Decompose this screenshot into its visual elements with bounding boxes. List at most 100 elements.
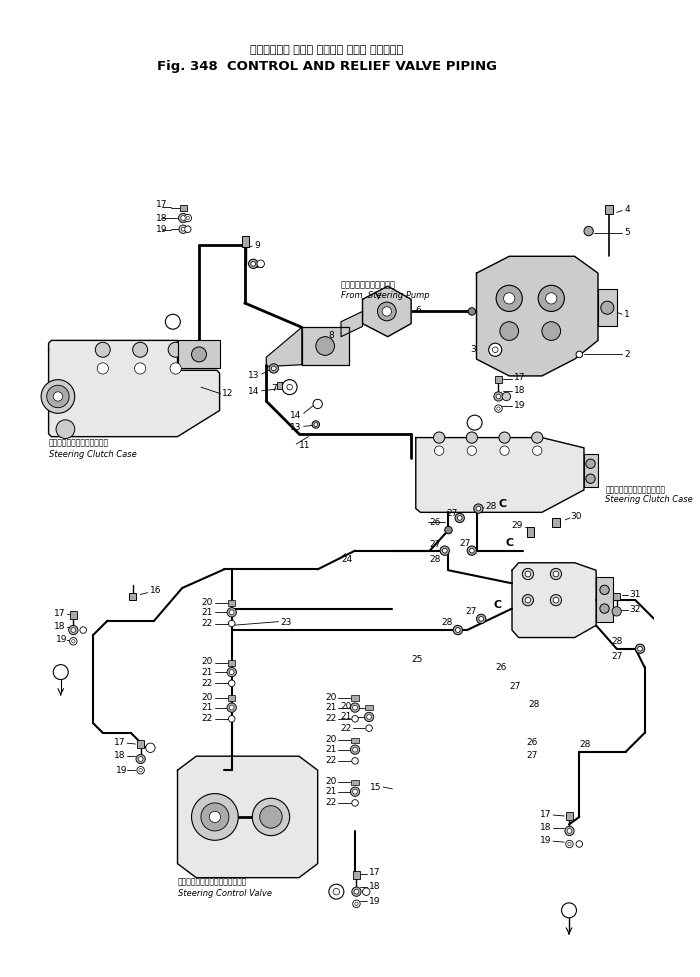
Text: ステアリングクラッチケース: ステアリングクラッチケース [48,439,108,447]
Text: 21: 21 [325,787,337,796]
Text: コントロール および リリーフ バルブ パイピング: コントロール および リリーフ バルブ パイピング [251,45,404,55]
Circle shape [500,446,509,455]
Circle shape [466,432,477,444]
Text: C: C [498,499,507,509]
Text: 26: 26 [430,518,441,528]
Circle shape [192,347,206,361]
Text: 24: 24 [341,556,352,565]
Circle shape [584,227,594,235]
Polygon shape [512,563,596,638]
Bar [552,518,560,528]
Circle shape [567,828,572,833]
Circle shape [47,385,69,407]
Circle shape [503,293,514,304]
Text: 27: 27 [430,539,441,549]
Circle shape [353,705,358,710]
Text: 13: 13 [290,423,302,432]
Circle shape [600,604,609,614]
Text: C: C [505,538,513,548]
Bar [613,593,620,600]
Circle shape [181,228,185,232]
Text: a: a [166,317,173,326]
Circle shape [565,827,574,835]
Text: 12: 12 [223,389,234,399]
Circle shape [56,420,75,439]
Circle shape [351,745,360,754]
Circle shape [228,715,235,722]
Text: 19: 19 [369,897,381,906]
Text: 28: 28 [580,740,591,748]
Text: 18: 18 [156,214,167,223]
Circle shape [260,806,282,828]
Circle shape [546,293,557,304]
Circle shape [442,548,447,553]
Text: 20: 20 [202,693,213,701]
Circle shape [586,474,595,484]
Circle shape [251,262,256,266]
Circle shape [351,702,360,712]
Circle shape [500,321,519,340]
Bar [351,696,359,701]
Circle shape [165,315,181,329]
Text: 28: 28 [528,701,539,709]
Text: 17: 17 [156,200,167,209]
Text: 18: 18 [540,823,552,831]
Circle shape [69,625,78,635]
Bar [137,741,144,747]
Polygon shape [363,286,411,337]
Text: 27: 27 [460,538,471,548]
Text: 7: 7 [271,385,277,394]
Circle shape [134,362,146,374]
Bar [351,738,359,743]
Text: Fig. 348  CONTROL AND RELIEF VALVE PIPING: Fig. 348 CONTROL AND RELIEF VALVE PIPING [157,61,497,73]
Circle shape [228,620,235,627]
Circle shape [494,392,503,402]
Bar [129,593,137,600]
Text: 21: 21 [202,667,213,677]
Text: 29: 29 [512,521,523,530]
Bar [242,235,249,247]
Circle shape [525,572,531,576]
Text: b: b [467,417,475,428]
Text: 18: 18 [514,386,526,396]
Circle shape [377,302,396,320]
Text: 9: 9 [254,240,260,249]
Circle shape [209,811,220,823]
Bar [596,576,613,621]
Text: 17: 17 [54,609,66,617]
Text: 30: 30 [570,512,582,521]
Circle shape [550,569,561,579]
Text: 27: 27 [447,509,458,518]
Circle shape [538,285,564,312]
Text: 19: 19 [116,766,127,775]
Circle shape [502,392,510,401]
Circle shape [440,546,449,555]
Circle shape [230,670,234,674]
Circle shape [522,595,533,606]
Circle shape [71,640,75,643]
Text: 19: 19 [156,225,167,234]
Circle shape [474,504,483,513]
Circle shape [53,392,62,402]
Circle shape [457,516,462,521]
Polygon shape [48,340,220,437]
Text: 21: 21 [202,608,213,616]
Text: 15: 15 [370,783,382,791]
Text: 17: 17 [514,373,526,382]
Circle shape [497,407,500,410]
Circle shape [352,799,358,806]
Circle shape [185,226,191,233]
Text: 14: 14 [290,410,302,420]
Text: 27: 27 [611,652,622,660]
Text: 22: 22 [325,714,337,723]
Text: 27: 27 [509,682,521,691]
Text: 17: 17 [113,738,125,746]
Bar [277,382,282,389]
Circle shape [363,888,370,895]
Text: 28: 28 [611,637,622,646]
Circle shape [252,798,290,835]
Text: 31: 31 [630,590,641,599]
Text: 5: 5 [624,229,630,237]
Circle shape [467,546,477,555]
Text: 16: 16 [150,586,161,595]
